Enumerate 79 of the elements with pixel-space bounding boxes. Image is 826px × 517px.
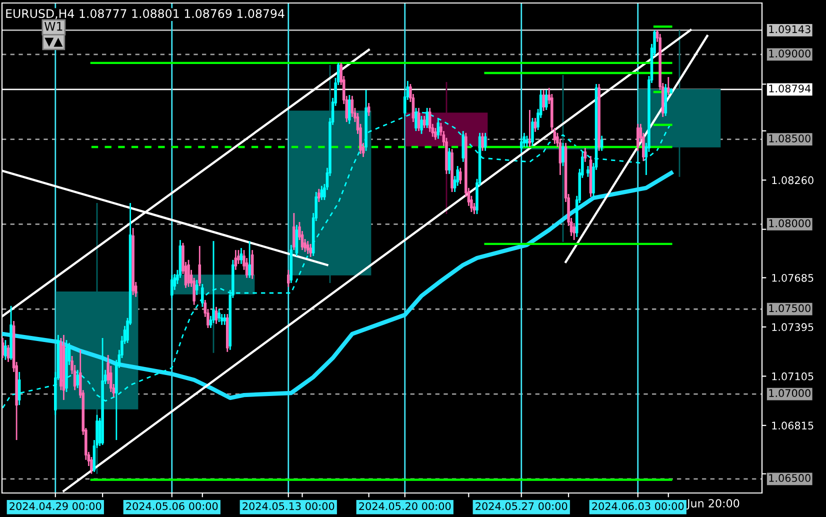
line-series	[2, 170, 674, 400]
candlestick	[318, 188, 320, 203]
chart-title: EURUSD,H4 1.08777 1.08801 1.08769 1.08794	[6, 9, 284, 20]
candlestick	[195, 279, 198, 296]
candlestick	[428, 107, 432, 133]
candlestick	[348, 94, 351, 125]
ref-line-label: 1.07000	[769, 389, 810, 398]
x-tick-label: 2024.06.03 00:00	[592, 502, 684, 510]
candlestick	[417, 107, 420, 132]
candlestick	[562, 142, 564, 167]
ref-line-label: 1.07500	[769, 304, 810, 312]
candlestick	[218, 308, 220, 323]
y-tick-label: 1.07105	[772, 372, 814, 380]
x-tick-label: 2024.05.27 00:00	[476, 502, 568, 510]
candlestick	[534, 117, 537, 133]
candlestick	[234, 249, 238, 271]
x-tick-label: 2024.05.06 00:00	[126, 502, 218, 510]
candlestick	[76, 369, 79, 389]
ref-line-label: 1.08500	[769, 134, 810, 142]
candlestick	[458, 167, 462, 185]
candlestick	[170, 274, 174, 299]
x-tick-label: 2024.05.13 00:00	[242, 502, 334, 510]
text: Jun 20:00	[686, 499, 740, 510]
annotation: ▼▲	[44, 38, 63, 47]
candlestick	[462, 130, 465, 163]
ref-line-label: 1.06500	[769, 474, 810, 482]
candlestick	[526, 135, 528, 148]
candlestick	[320, 185, 324, 201]
candlestick	[484, 132, 487, 152]
candlestick	[666, 76, 670, 96]
candlestick	[600, 135, 604, 152]
candlestick	[420, 115, 423, 135]
candlestick	[522, 132, 526, 148]
candlestick	[223, 313, 226, 326]
candlestick	[198, 245, 202, 287]
candlestick	[214, 306, 218, 325]
candlestick	[544, 89, 548, 111]
candlestick	[528, 109, 532, 148]
annotation: W1	[44, 22, 62, 31]
candlestick	[201, 283, 204, 308]
candlestick	[4, 339, 7, 361]
candlestick	[481, 132, 484, 152]
candlestick	[350, 95, 354, 118]
candlestick	[531, 117, 534, 147]
ref-line-label: 1.08000	[769, 219, 810, 228]
candlestick	[6, 344, 10, 363]
candlestick	[286, 269, 290, 288]
y-tick-label: 1.07395	[772, 323, 814, 332]
candlestick	[636, 123, 640, 152]
candlestick	[250, 249, 254, 280]
ref-line-label: 1.09000	[769, 50, 810, 58]
candlestick	[584, 147, 587, 163]
candlestick	[90, 456, 93, 475]
candlestick	[248, 240, 251, 279]
candlestick	[18, 371, 21, 406]
candlestick	[306, 240, 310, 255]
candlestick	[586, 165, 590, 178]
candlestick	[309, 243, 312, 258]
ref-line-label: 1.08794	[769, 84, 811, 92]
x-tick-label: 2024.04.29 00:00	[10, 502, 102, 510]
candlestick	[295, 224, 298, 257]
candlestick	[434, 127, 437, 141]
y-tick-label: 1.06815	[772, 422, 814, 430]
candlestick	[448, 147, 451, 175]
candlestick	[436, 118, 440, 140]
y-tick-label: 1.08260	[772, 176, 814, 184]
ref-line-label: 1.09143	[769, 25, 810, 34]
candlestick	[520, 137, 523, 153]
candlestick	[220, 313, 224, 326]
candlestick	[572, 222, 576, 241]
candlestick	[292, 212, 296, 251]
y-tick-label: 1.07685	[772, 274, 814, 282]
candlestick	[542, 89, 545, 112]
candlestick	[187, 259, 190, 288]
candlestick	[422, 115, 426, 129]
x-tick-label: 2024.05.20 00:00	[359, 502, 451, 510]
candlestick	[240, 247, 243, 265]
candlestick	[367, 102, 370, 117]
candlestick	[2, 337, 4, 359]
